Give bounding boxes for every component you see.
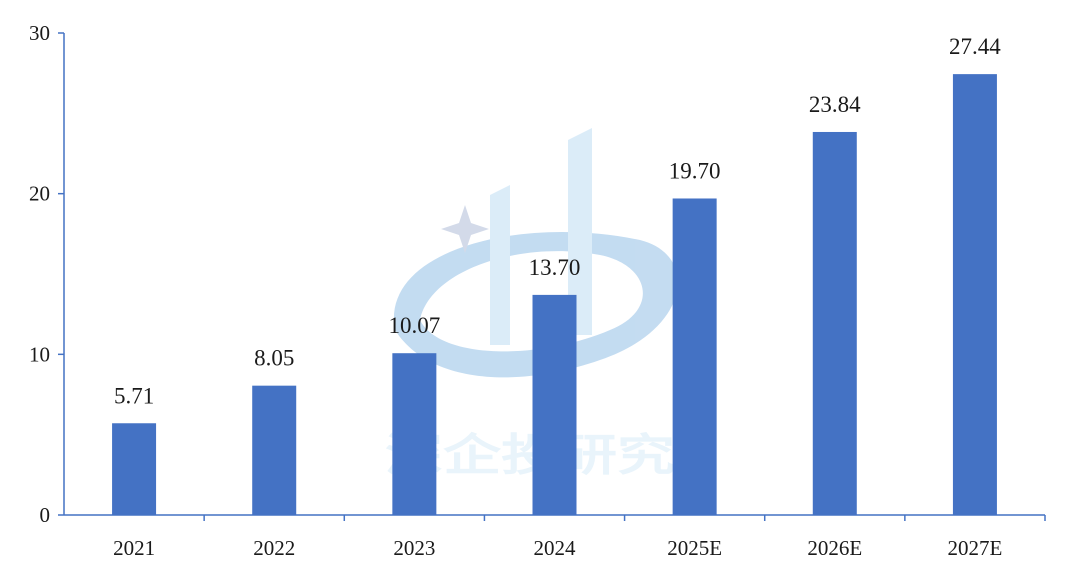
watermark-swoosh	[393, 232, 678, 378]
x-tick-label: 2024	[534, 536, 577, 560]
y-tick-label: 10	[29, 342, 50, 366]
x-tick-label: 2022	[253, 536, 295, 560]
y-tick-label: 30	[29, 21, 50, 45]
data-label: 8.05	[254, 346, 294, 371]
x-tick-label: 2023	[393, 536, 435, 560]
x-tick-label: 2021	[113, 536, 155, 560]
data-label: 19.70	[669, 158, 721, 183]
y-tick-label: 0	[40, 503, 51, 527]
data-label: 23.84	[809, 92, 861, 117]
y-tick-label: 20	[29, 182, 50, 206]
y-axis-ticks: 0 10 20 30	[29, 21, 64, 527]
x-tick-label: 2027E	[948, 536, 1003, 560]
data-labels: 5.71 8.05 10.07 13.70 19.70 23.84 27.44	[114, 34, 1001, 408]
bar-2021	[112, 423, 157, 515]
bar-2025e	[672, 198, 717, 515]
x-tick-label: 2026E	[807, 536, 862, 560]
watermark-building	[490, 128, 592, 345]
category-labels: 2021 2022 2023 2024 2025E 2026E 2027E	[113, 515, 1046, 560]
bars	[112, 74, 997, 515]
bar-2027e	[952, 74, 997, 515]
data-label: 5.71	[114, 383, 154, 408]
data-label: 10.07	[388, 313, 440, 338]
data-label: 13.70	[529, 255, 581, 280]
bar-2026e	[812, 131, 857, 515]
bar-2023	[392, 353, 437, 515]
bar-2022	[252, 385, 297, 515]
x-tick-label: 2025E	[667, 536, 722, 560]
bar-2024	[532, 294, 577, 515]
data-label: 27.44	[949, 34, 1001, 59]
watermark-star	[441, 205, 489, 253]
